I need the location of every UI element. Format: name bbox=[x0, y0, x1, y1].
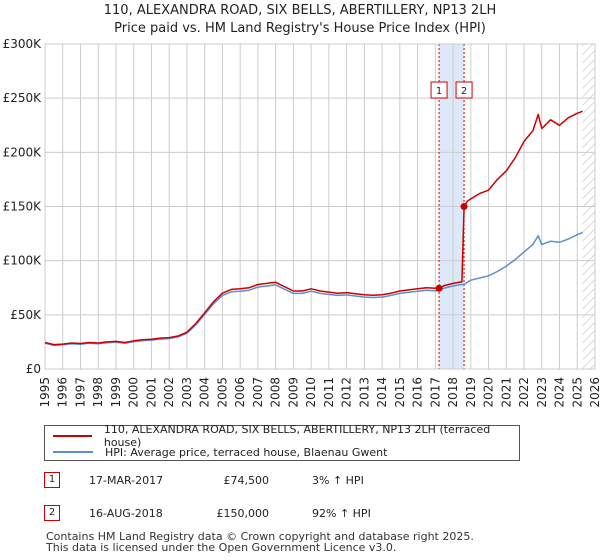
x-tick-label-1995: 1995 bbox=[38, 377, 52, 408]
legend-item-price: 110, ALEXANDRA ROAD, SIX BELLS, ABERTILL… bbox=[53, 423, 519, 449]
y-tick-label-0: £0 bbox=[26, 362, 41, 376]
sale-point-1 bbox=[435, 284, 443, 292]
x-tick-label-2010: 2010 bbox=[304, 377, 318, 408]
plot-frame bbox=[44, 43, 596, 370]
x-tick-label-2024: 2024 bbox=[553, 377, 567, 408]
sale-box-2 bbox=[455, 81, 473, 99]
y-tick-label-100000: £100K bbox=[3, 254, 43, 268]
legend-swatch-hpi bbox=[53, 451, 93, 453]
sale-hpi-2: 92% ↑ HPI bbox=[312, 507, 371, 520]
y-tick-label-150000: £150K bbox=[3, 200, 43, 214]
sale-box-1 bbox=[430, 81, 448, 99]
x-tick-label-1997: 1997 bbox=[73, 377, 87, 408]
x-tick-label-2009: 2009 bbox=[286, 377, 300, 408]
y-tick-label-250000: £250K bbox=[3, 91, 43, 105]
x-tick-label-2011: 2011 bbox=[322, 377, 336, 408]
sale-date-2: 16-AUG-2018 bbox=[89, 507, 163, 520]
y-tick-label-200000: £200K bbox=[3, 145, 43, 159]
x-tick-label-2019: 2019 bbox=[464, 377, 478, 408]
x-tick-label-2021: 2021 bbox=[499, 377, 513, 408]
x-tick-label-1999: 1999 bbox=[109, 377, 123, 408]
sale-point-2 bbox=[460, 203, 468, 210]
sale-marker-2: 2 bbox=[44, 505, 60, 521]
x-tick-label-2005: 2005 bbox=[215, 377, 229, 408]
sale-marker-1: 1 bbox=[44, 472, 60, 488]
chart-legend: 110, ALEXANDRA ROAD, SIX BELLS, ABERTILL… bbox=[44, 423, 520, 461]
x-tick-label-2007: 2007 bbox=[251, 377, 265, 408]
sale-price-2: £150,000 bbox=[216, 507, 270, 520]
hpi-line bbox=[44, 231, 583, 347]
legend-item-hpi: HPI: Average price, terraced house, Blae… bbox=[53, 444, 387, 460]
x-tick-label-1996: 1996 bbox=[56, 377, 70, 408]
x-tick-label-2025: 2025 bbox=[570, 377, 584, 408]
sale-price-1: £74,500 bbox=[223, 474, 270, 487]
footer-note: Contains HM Land Registry data © Crown c… bbox=[46, 531, 474, 553]
footer-line-1: Contains HM Land Registry data © Crown c… bbox=[46, 530, 474, 543]
legend-label-hpi: HPI: Average price, terraced house, Blae… bbox=[105, 445, 388, 459]
x-tick-label-2026: 2026 bbox=[588, 377, 600, 408]
chart-title: 110, ALEXANDRA ROAD, SIX BELLS, ABERTILL… bbox=[103, 3, 497, 18]
sale-hpi-1: 3% ↑ HPI bbox=[312, 474, 364, 487]
x-tick-label-2013: 2013 bbox=[357, 377, 371, 408]
y-tick-label-50000: £50K bbox=[10, 308, 42, 322]
x-tick-label-2017: 2017 bbox=[428, 377, 442, 408]
x-tick-label-1998: 1998 bbox=[91, 377, 105, 408]
legend-swatch-price bbox=[53, 435, 92, 437]
x-tick-label-2023: 2023 bbox=[535, 377, 549, 408]
x-tick-label-2012: 2012 bbox=[340, 377, 354, 408]
x-tick-label-2004: 2004 bbox=[198, 377, 212, 408]
x-tick-label-2001: 2001 bbox=[144, 377, 158, 408]
sale-row-2: 2 16-AUG-2018 £150,000 92% ↑ HPI bbox=[44, 505, 564, 525]
x-tick-label-2022: 2022 bbox=[517, 377, 531, 408]
y-tick-label-300000: £300K bbox=[3, 37, 43, 51]
sale-date-1: 17-MAR-2017 bbox=[89, 474, 164, 487]
x-tick-label-2000: 2000 bbox=[127, 377, 141, 408]
legend-label-price: 110, ALEXANDRA ROAD, SIX BELLS, ABERTILL… bbox=[103, 423, 491, 449]
x-tick-label-2015: 2015 bbox=[393, 377, 407, 408]
x-tick-label-2014: 2014 bbox=[375, 377, 389, 408]
x-tick-label-2018: 2018 bbox=[446, 377, 460, 408]
x-tick-label-2016: 2016 bbox=[411, 377, 425, 408]
x-tick-label-2020: 2020 bbox=[482, 377, 496, 408]
price-chart: 1995 1996 1997 1998 1999 2000 2001 2002 2003 2004… bbox=[3, 37, 600, 408]
x-tick-label-2006: 2006 bbox=[233, 377, 247, 408]
footer-line-2: This data is licensed under the Open Gov… bbox=[46, 541, 397, 554]
chart-subtitle: Price paid vs. HM Land Registry's House … bbox=[114, 21, 486, 36]
x-tick-label-2003: 2003 bbox=[180, 377, 194, 408]
x-tick-label-2008: 2008 bbox=[269, 377, 283, 408]
sale-box-label-1: 1 bbox=[436, 86, 442, 97]
sale-box-label-2: 2 bbox=[461, 86, 467, 97]
sale-row-1: 1 17-MAR-2017 £74,500 3% ↑ HPI bbox=[44, 472, 564, 492]
x-tick-label-2002: 2002 bbox=[162, 377, 176, 408]
price-paid-line bbox=[44, 110, 583, 346]
